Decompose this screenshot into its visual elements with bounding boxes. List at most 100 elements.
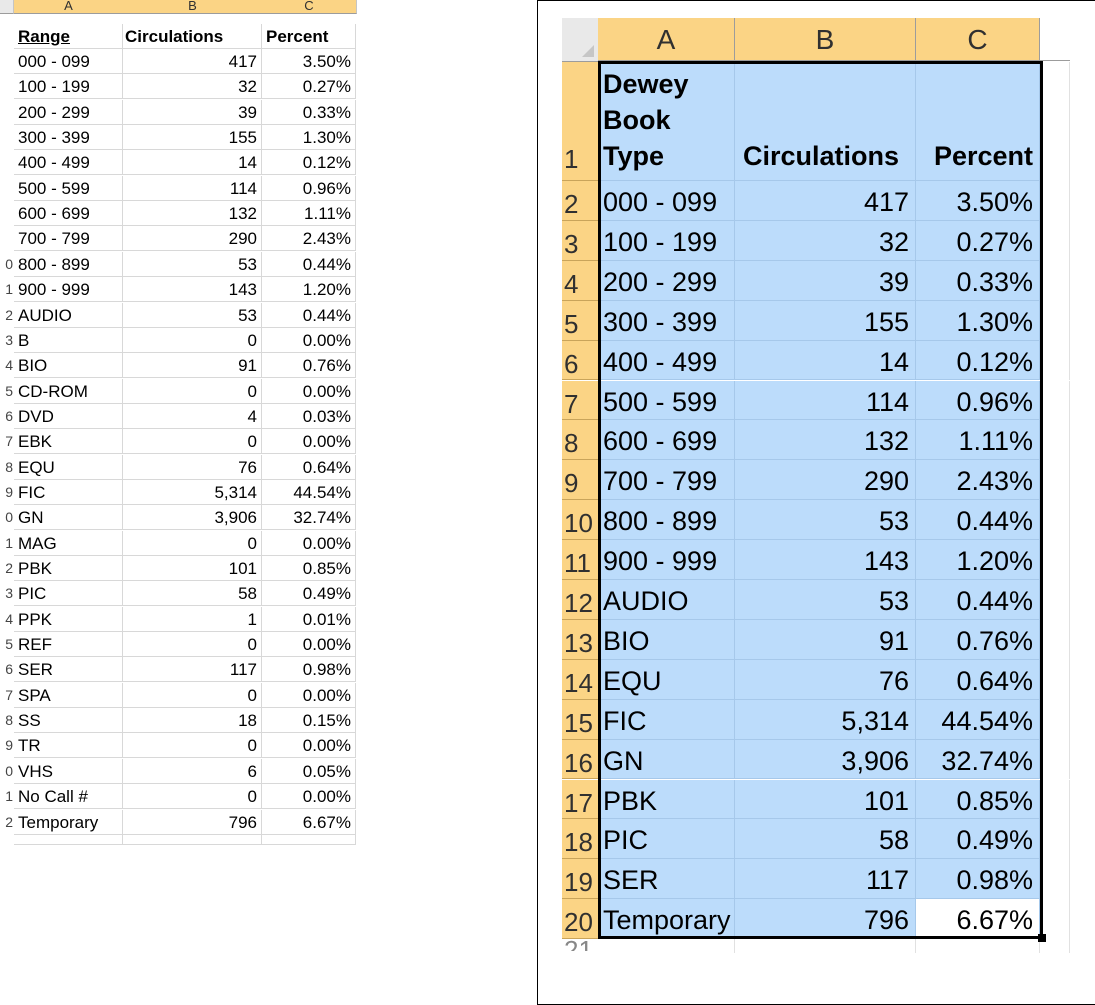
range-cell[interactable]: SPA [14,682,123,708]
row-number[interactable]: 2 [5,306,13,323]
type-cell[interactable]: 900 - 999 [598,540,735,580]
row-number[interactable]: 5 [5,382,13,399]
type-cell[interactable]: 100 - 199 [598,220,735,261]
percent-cell[interactable]: 0.33% [262,99,356,125]
circulations-cell[interactable]: 91 [123,353,262,379]
circulations-cell[interactable]: 58 [735,819,916,860]
circulations-cell[interactable]: 114 [123,175,262,201]
percent-cell[interactable]: 0.03% [262,403,356,429]
type-cell[interactable]: Temporary [598,899,735,940]
circulations-cell[interactable]: 0 [123,682,262,708]
circulations-cell[interactable]: 14 [123,150,262,176]
circulations-cell[interactable]: 0 [123,327,262,353]
percent-cell[interactable]: 0.00% [262,429,356,455]
row-header[interactable]: 6 [562,340,598,381]
row-header[interactable]: 9 [562,460,598,501]
row-header[interactable]: 15 [562,699,598,740]
row-number[interactable]: 5 [5,636,13,653]
range-cell[interactable]: Temporary [14,809,123,835]
row-number[interactable]: 6 [5,407,13,424]
row-number[interactable] [0,49,13,74]
range-cell[interactable]: 100 - 199 [14,74,123,100]
row-header[interactable]: 3 [562,220,598,261]
circulations-cell[interactable]: 18 [123,708,262,734]
row-header[interactable]: 11 [562,540,598,580]
header-cell-type[interactable]: Dewey Book Type [598,62,735,181]
range-cell[interactable]: AUDIO [14,302,123,328]
select-all-corner[interactable] [0,0,14,14]
row-number[interactable] [0,74,13,99]
type-cell[interactable]: GN [598,739,735,780]
empty-cell[interactable] [735,939,916,954]
row-header[interactable]: 14 [562,659,598,700]
percent-cell[interactable]: 0.49% [916,819,1040,860]
range-cell[interactable]: EQU [14,454,123,480]
circulations-cell[interactable]: 0 [123,429,262,455]
percent-cell[interactable]: 0.00% [262,378,356,404]
percent-cell[interactable]: 44.54% [916,699,1040,740]
percent-cell[interactable]: 1.20% [262,277,356,303]
percent-cell[interactable]: 0.01% [262,606,356,632]
range-cell[interactable]: PPK [14,606,123,632]
range-cell[interactable]: 700 - 799 [14,226,123,252]
row-number[interactable]: 1 [5,534,13,551]
row-number[interactable] [0,24,13,49]
range-cell[interactable]: 000 - 099 [14,49,123,74]
circulations-cell[interactable]: 58 [123,581,262,607]
percent-cell[interactable]: 0.98% [262,657,356,683]
column-header-a[interactable]: A [14,0,124,14]
percent-cell[interactable]: 0.85% [916,779,1040,820]
circulations-cell[interactable]: 155 [735,300,916,341]
row-header[interactable]: 13 [562,619,598,660]
range-cell[interactable]: GN [14,505,123,531]
row-number[interactable] [0,100,13,125]
circulations-cell[interactable]: 0 [123,733,262,759]
range-cell[interactable]: PBK [14,556,123,581]
percent-cell[interactable]: 0.12% [262,150,356,176]
range-cell[interactable]: SS [14,708,123,734]
row-header-partial[interactable]: 21 [562,939,598,952]
row-number[interactable]: 8 [5,458,13,475]
range-cell[interactable]: PIC [14,581,123,607]
fill-handle[interactable] [1038,934,1046,942]
circulations-cell[interactable]: 53 [735,500,916,541]
circulations-cell[interactable]: 53 [735,580,916,620]
percent-cell[interactable]: 0.64% [916,659,1040,700]
percent-cell[interactable]: 0.00% [262,682,356,708]
empty-cell[interactable] [14,834,123,845]
circulations-cell[interactable]: 0 [123,378,262,404]
percent-cell[interactable]: 1.30% [262,125,356,151]
circulations-cell[interactable]: 53 [123,302,262,328]
circulations-cell[interactable]: 117 [735,859,916,900]
row-header[interactable]: 4 [562,260,598,301]
range-cell[interactable]: EBK [14,429,123,455]
circulations-cell[interactable]: 0 [123,632,262,658]
circulations-cell[interactable]: 32 [123,74,262,100]
percent-cell[interactable]: 0.00% [262,632,356,658]
row-header[interactable]: 17 [562,779,598,820]
row-number[interactable]: 0 [5,762,13,779]
header-cell-circulations[interactable]: Circulations [123,24,262,49]
circulations-cell[interactable]: 101 [123,556,262,581]
range-cell[interactable]: FIC [14,479,123,505]
range-cell[interactable]: B [14,327,123,353]
circulations-cell[interactable]: 3,906 [735,739,916,780]
circulations-cell[interactable]: 53 [123,251,262,277]
percent-cell[interactable]: 1.11% [916,420,1040,461]
percent-cell[interactable]: 44.54% [262,479,356,505]
percent-cell[interactable]: 0.44% [262,251,356,277]
select-all-corner[interactable] [562,18,599,62]
circulations-cell[interactable]: 0 [123,784,262,810]
percent-cell[interactable]: 0.00% [262,733,356,759]
range-cell[interactable]: TR [14,733,123,759]
empty-cell[interactable] [916,939,1040,954]
circulations-cell[interactable]: 6 [123,758,262,784]
column-header-a[interactable]: A [598,18,735,61]
percent-cell[interactable]: 0.49% [262,581,356,607]
row-number[interactable] [0,176,13,201]
circulations-cell[interactable]: 417 [735,181,916,221]
circulations-cell[interactable]: 39 [123,99,262,125]
percent-cell[interactable]: 6.67% [262,809,356,835]
percent-cell[interactable]: 0.00% [262,530,356,556]
range-cell[interactable]: CD-ROM [14,378,123,404]
